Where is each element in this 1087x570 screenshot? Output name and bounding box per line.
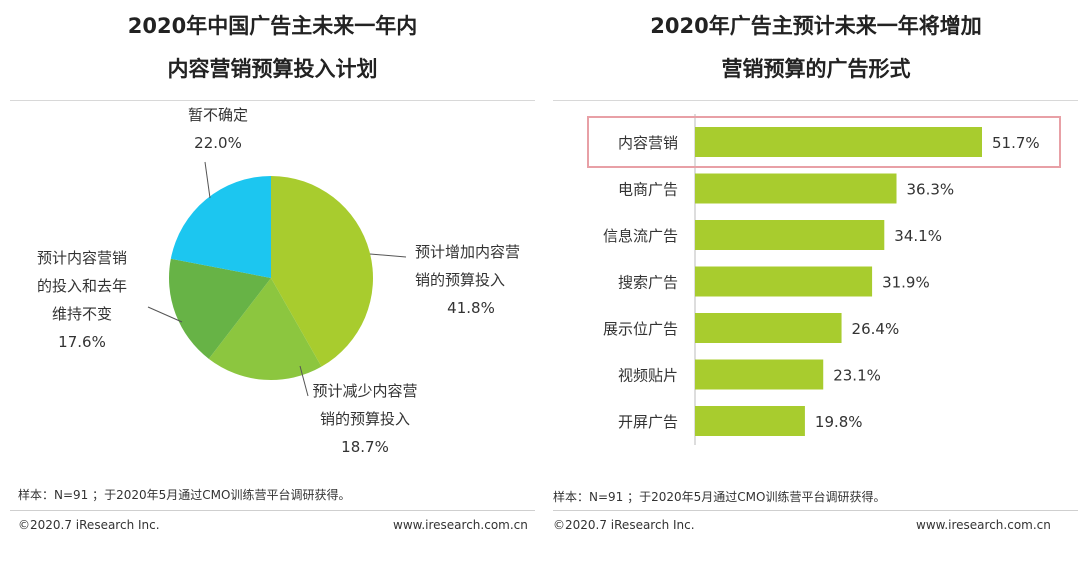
bar-value-label: 34.1% (894, 227, 942, 245)
website-url: www.iresearch.com.cn (393, 518, 528, 532)
bar (695, 406, 805, 436)
slice-category-label: 预计内容营销 (37, 249, 127, 267)
copyright: ©2020.7 iResearch Inc. (553, 518, 695, 532)
slice-category-label: 预计增加内容营 (415, 243, 520, 261)
category-label: 开屏广告 (618, 413, 678, 431)
pie-chart-panel: 2020年中国广告主未来一年内 内容营销预算投入计划 预计增加内容营 销的预算投入… (0, 0, 545, 540)
slice-category-label: 销的预算投入 (320, 410, 410, 428)
bar (695, 127, 982, 157)
highlight-box (587, 116, 1061, 168)
slice-category-label: 维持不变 (52, 305, 112, 323)
slice-category-label: 销的预算投入 (415, 271, 505, 289)
slice-category-label: 的投入和去年 (37, 277, 127, 295)
category-label: 信息流广告 (603, 227, 678, 245)
bar-chart-title-line2: 营销预算的广告形式 (721, 57, 911, 81)
copyright: ©2020.7 iResearch Inc. (18, 518, 160, 532)
slice-value-label: 41.8% (447, 299, 495, 317)
sample-note: 样本：N=91 ；于2020年5月通过CMO训练营平台调研获得。 (18, 488, 351, 502)
bar (695, 266, 873, 297)
bar-chart: 内容营销 51.7% 电商广告 36.3% 信息流广告 34.1% 搜索广告 31.9% 展示位… (587, 114, 1061, 445)
bar-chart-panel: 2020年广告主预计未来一年将增加 营销预算的广告形式 内容营销 51.7% 电商广… (545, 0, 1087, 540)
slice-value-label: 22.0% (194, 134, 242, 152)
leader-line (204, 161, 211, 199)
bar (695, 313, 842, 343)
pie-chart-title-line2: 内容营销预算投入计划 (167, 57, 378, 81)
bar-value-label: 31.9% (882, 274, 930, 292)
pie-slice (208, 278, 322, 380)
pie-chart-title-line1: 2020年中国广告主未来一年内 (127, 14, 418, 38)
pie-slice (169, 258, 271, 359)
pie-slice (271, 176, 374, 367)
slice-category-label: 预计减少内容营 (312, 382, 417, 400)
bar (695, 359, 824, 390)
leader-line (299, 365, 309, 397)
sample-note: 样本：N=91 ；于2020年5月通过CMO训练营平台调研获得。 (553, 490, 886, 504)
leader-line (147, 306, 183, 323)
bar-value-label: 26.4% (852, 320, 900, 338)
title-divider (10, 100, 535, 101)
pie-slice (170, 176, 271, 278)
bar (695, 220, 885, 250)
category-label: 内容营销 (618, 134, 678, 152)
title-divider (553, 100, 1078, 101)
bar-value-label: 19.8% (815, 413, 863, 431)
bar-value-label: 51.7% (992, 134, 1040, 152)
category-label: 搜索广告 (618, 274, 678, 292)
category-label: 视频贴片 (618, 367, 678, 385)
slice-value-label: 18.7% (341, 438, 389, 456)
pie-chart: 预计增加内容营销的预算投入41.8%预计减少内容营销的预算投入18.7%预计内容… (37, 106, 520, 456)
category-label: 电商广告 (618, 181, 678, 199)
bar-value-label: 36.3% (907, 181, 955, 199)
slice-category-label: 暂不确定 (188, 106, 248, 124)
leader-line (369, 253, 407, 258)
bar (695, 173, 897, 204)
footer-divider (10, 510, 535, 511)
bar-value-label: 23.1% (833, 367, 881, 385)
bar-chart-title-line1: 2020年广告主预计未来一年将增加 (650, 14, 982, 38)
website-url: www.iresearch.com.cn (916, 518, 1051, 532)
slice-value-label: 17.6% (58, 333, 106, 351)
footer-divider (553, 510, 1078, 511)
category-label: 展示位广告 (603, 320, 678, 338)
